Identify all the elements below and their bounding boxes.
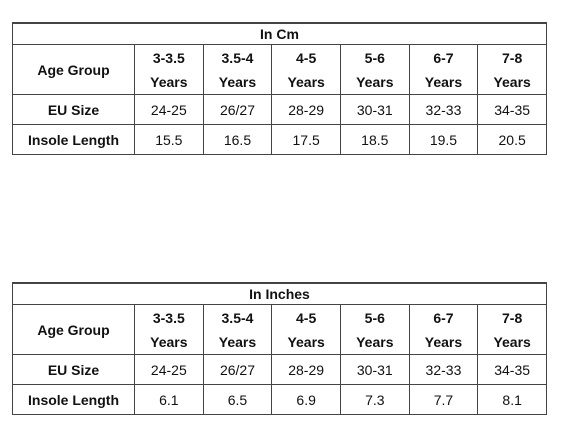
cell: 32-33	[408, 94, 479, 125]
table-title: In Inches	[12, 282, 547, 305]
row-label: Insole Length	[12, 124, 135, 155]
cell: 34-35	[477, 354, 547, 385]
table-row: Age Group 3-3.5 Years 3.5-4 Years 4-5 Years…	[12, 44, 547, 95]
table-row: EU Size 24-25 26/27 28-29 30-31 32-33 34-35	[12, 354, 547, 385]
cell: 17.5	[271, 124, 341, 155]
row-label: EU Size	[12, 94, 135, 125]
age-header: 5-6 Years	[339, 304, 410, 355]
cell: 6.1	[134, 384, 204, 415]
age-header: 6-7 Years	[408, 304, 479, 355]
size-table-cm: In Cm Age Group 3-3.5 Years 3.5-4 Years 4-5 …	[12, 22, 547, 155]
age-header: 3.5-4 Years	[202, 304, 273, 355]
cell: 26/27	[202, 94, 273, 125]
table-row: Insole Length 6.1 6.5 6.9 7.3 7.7 8.1	[12, 384, 547, 415]
age-header: 3-3.5 Years	[134, 304, 204, 355]
cell: 19.5	[408, 124, 479, 155]
age-header: 6-7 Years	[408, 44, 479, 95]
cell: 7.7	[408, 384, 479, 415]
cell: 6.9	[271, 384, 341, 415]
size-table-inches: In Inches Age Group 3-3.5 Years 3.5-4 Years…	[12, 282, 547, 415]
cell: 28-29	[271, 354, 341, 385]
row-label: Age Group	[12, 44, 135, 95]
cell: 34-35	[477, 94, 547, 125]
age-header: 3-3.5 Years	[134, 44, 204, 95]
cell: 20.5	[477, 124, 547, 155]
cell: 15.5	[134, 124, 204, 155]
cell: 26/27	[202, 354, 273, 385]
table-row: Insole Length 15.5 16.5 17.5 18.5 19.5 20.5	[12, 124, 547, 155]
table-title: In Cm	[12, 22, 547, 45]
cell: 8.1	[477, 384, 547, 415]
age-header: 4-5 Years	[271, 44, 341, 95]
age-header: 5-6 Years	[339, 44, 410, 95]
title-row: In Inches	[12, 282, 547, 305]
cell: 30-31	[339, 94, 410, 125]
cell: 24-25	[134, 354, 204, 385]
cell: 18.5	[339, 124, 410, 155]
cell: 28-29	[271, 94, 341, 125]
table-row: Age Group 3-3.5 Years 3.5-4 Years 4-5 Years…	[12, 304, 547, 355]
row-label: Insole Length	[12, 384, 135, 415]
cell: 32-33	[408, 354, 479, 385]
cell: 6.5	[202, 384, 273, 415]
cell: 30-31	[339, 354, 410, 385]
row-label: EU Size	[12, 354, 135, 385]
age-header: 4-5 Years	[271, 304, 341, 355]
cell: 7.3	[339, 384, 410, 415]
row-label: Age Group	[12, 304, 135, 355]
age-header: 7-8 Years	[477, 304, 547, 355]
age-header: 7-8 Years	[477, 44, 547, 95]
cell: 16.5	[202, 124, 273, 155]
title-row: In Cm	[12, 22, 547, 45]
age-header: 3.5-4 Years	[202, 44, 273, 95]
cell: 24-25	[134, 94, 204, 125]
table-row: EU Size 24-25 26/27 28-29 30-31 32-33 34-35	[12, 94, 547, 125]
